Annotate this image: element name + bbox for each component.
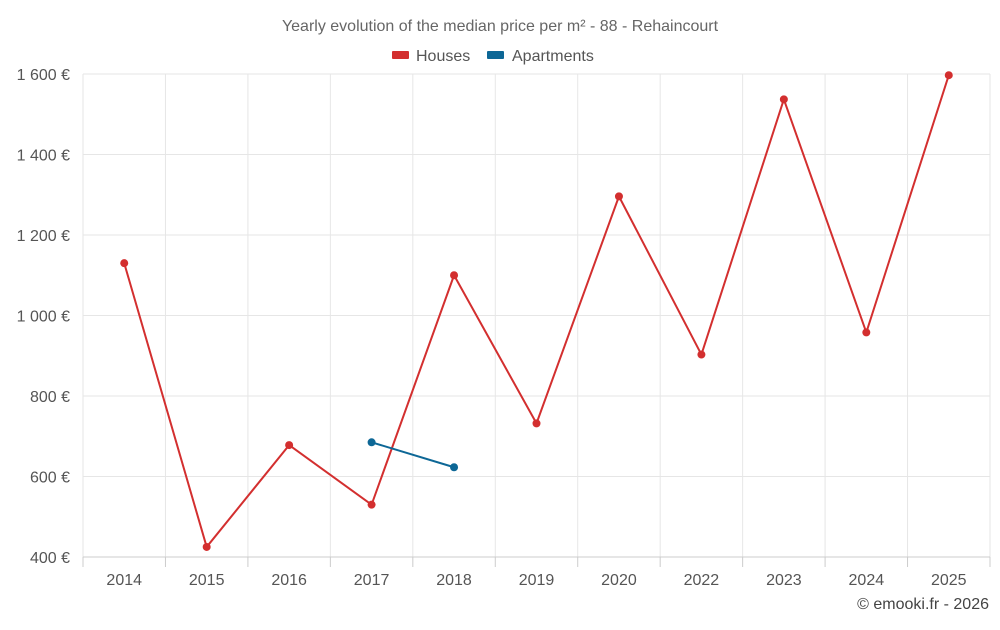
- x-tick-label: 2017: [354, 572, 390, 589]
- legend: Houses Apartments: [392, 48, 594, 65]
- legend-label-apartments: Apartments: [512, 48, 594, 65]
- data-point-houses: [532, 419, 541, 428]
- x-tick-label: 2019: [519, 572, 555, 589]
- data-point-houses: [614, 192, 623, 201]
- data-point-houses: [367, 500, 376, 509]
- x-axis-tick-labels: 2014 2015 2016 2017 2018 2019 2020 2022 2023 2024…: [106, 572, 966, 589]
- legend-item-houses[interactable]: Houses: [392, 48, 470, 65]
- y-tick-label: 1 400 €: [17, 148, 70, 165]
- data-point-houses: [450, 271, 459, 280]
- x-tick-label: 2015: [189, 572, 225, 589]
- y-tick-label: 1 600 €: [17, 67, 70, 84]
- x-tick-label: 2014: [106, 572, 142, 589]
- data-point-houses: [202, 542, 211, 551]
- x-tick-label: 2022: [684, 572, 720, 589]
- x-tick-label: 2018: [436, 572, 472, 589]
- y-tick-label: 1 200 €: [17, 228, 70, 245]
- axes: [82, 556, 991, 567]
- data-point-houses: [862, 328, 871, 337]
- data-point-apartments: [367, 438, 376, 447]
- data-point-houses: [285, 441, 294, 450]
- y-tick-label: 800 €: [30, 389, 70, 406]
- data-point-houses: [120, 259, 129, 268]
- y-axis-tick-labels: 400 € 600 € 800 € 1 000 € 1 200 € 1 400 € 1 60…: [17, 67, 70, 567]
- data-point-apartments: [450, 463, 459, 472]
- legend-label-houses: Houses: [416, 48, 470, 65]
- data-point-houses: [697, 350, 706, 359]
- x-tick-label: 2025: [931, 572, 967, 589]
- data-point-houses: [779, 95, 788, 104]
- y-tick-label: 1 000 €: [17, 309, 70, 326]
- series-line-apartments: [371, 441, 455, 469]
- y-tick-label: 600 €: [30, 470, 70, 487]
- data-point-houses: [944, 71, 953, 80]
- chart-title: Yearly evolution of the median price per…: [282, 18, 719, 35]
- x-tick-label: 2020: [601, 572, 637, 589]
- x-tick-label: 2024: [849, 572, 885, 589]
- legend-item-apartments[interactable]: Apartments: [487, 48, 594, 65]
- legend-swatch-apartments: [487, 51, 504, 59]
- x-tick-label: 2023: [766, 572, 802, 589]
- x-tick-label: 2016: [271, 572, 307, 589]
- y-tick-label: 400 €: [30, 550, 70, 567]
- grid-lines: [82, 73, 991, 557]
- legend-swatch-houses: [392, 51, 409, 59]
- series: [120, 71, 953, 551]
- footer-credit: © emooki.fr - 2026: [857, 596, 989, 613]
